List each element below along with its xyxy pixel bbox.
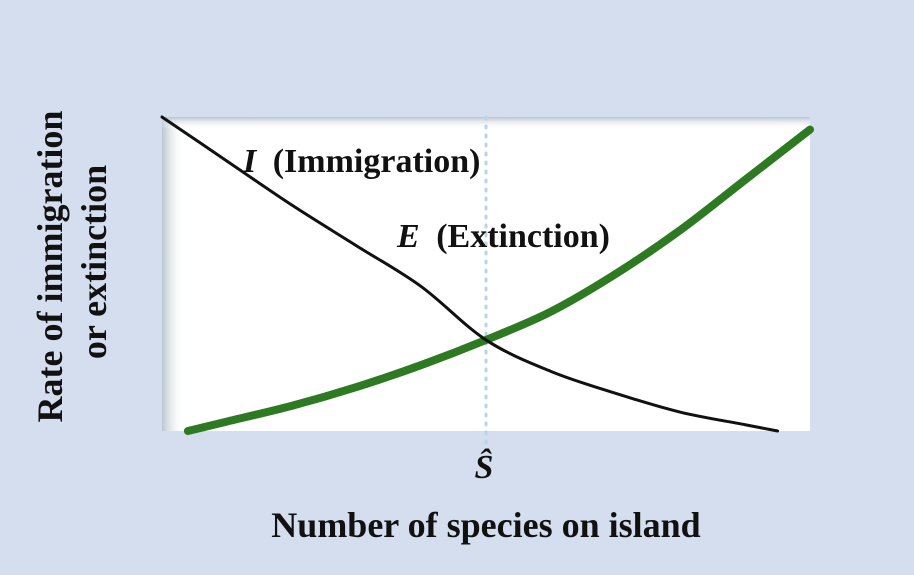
plot-top-shade [162,117,810,129]
y-axis-label-line-1: Rate of immigration [30,111,70,423]
immigration-curve-label: I (Immigration) [242,143,480,180]
immigration-label-text: (Immigration) [273,143,481,180]
x-tick-label-s-hat: Ŝ [475,448,494,486]
x-axis-label: Number of species on island [271,505,700,545]
extinction-curve [183,125,814,435]
immigration-symbol: I [242,143,258,180]
immigration-curve [160,115,780,433]
plot-left-shade [162,117,184,431]
extinction-label-text: (Extinction) [436,218,610,255]
extinction-curve-label: E (Extinction) [396,218,610,255]
y-axis-label-line-2: or extinction [74,165,114,359]
y-axis-label: Rate of immigration or extinction [30,102,114,423]
extinction-symbol: E [396,218,420,255]
